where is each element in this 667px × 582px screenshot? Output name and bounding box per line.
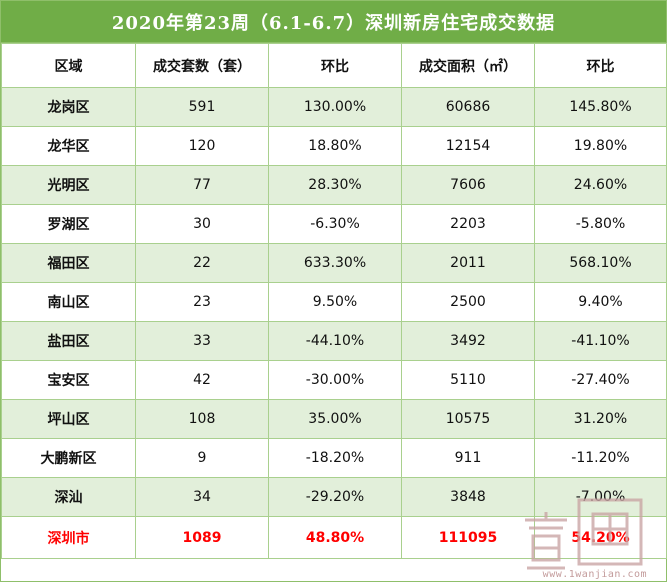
area-change-cell: 31.20% [534, 399, 667, 439]
units-change-cell: 28.30% [268, 165, 402, 205]
units-change-cell: -18.20% [268, 438, 402, 478]
units-cell: 30 [135, 204, 269, 244]
area-cell: 7606 [401, 165, 535, 205]
units-cell: 108 [135, 399, 269, 439]
area-change-cell: 145.80% [534, 87, 667, 127]
region-cell: 龙岗区 [1, 87, 136, 127]
header-area-change: 环比 [534, 43, 667, 88]
area-cell: 60686 [401, 87, 535, 127]
table-row: 大鹏新区 9 -18.20% 911 -11.20% [1, 438, 667, 478]
region-cell: 宝安区 [1, 360, 136, 400]
units-change-cell: 633.30% [268, 243, 402, 283]
region-cell: 深汕 [1, 477, 136, 517]
area-cell: 5110 [401, 360, 535, 400]
area-change-cell: 568.10% [534, 243, 667, 283]
total-region-cell: 深圳市 [1, 516, 136, 559]
total-row: 深圳市 1089 48.80% 111095 54.20% [1, 516, 667, 559]
units-cell: 42 [135, 360, 269, 400]
table-row: 南山区 23 9.50% 2500 9.40% [1, 282, 667, 322]
units-change-cell: 35.00% [268, 399, 402, 439]
total-area-change-cell: 54.20% [534, 516, 667, 559]
total-area-cell: 111095 [401, 516, 535, 559]
region-cell: 大鹏新区 [1, 438, 136, 478]
area-cell: 12154 [401, 126, 535, 166]
area-cell: 10575 [401, 399, 535, 439]
area-cell: 2011 [401, 243, 535, 283]
units-cell: 23 [135, 282, 269, 322]
units-cell: 34 [135, 477, 269, 517]
region-cell: 盐田区 [1, 321, 136, 361]
area-change-cell: 9.40% [534, 282, 667, 322]
units-change-cell: 130.00% [268, 87, 402, 127]
table-row: 光明区 77 28.30% 7606 24.60% [1, 165, 667, 205]
area-cell: 2500 [401, 282, 535, 322]
units-cell: 33 [135, 321, 269, 361]
table-title: 2020年第23周（6.1-6.7）深圳新房住宅成交数据 [1, 1, 666, 43]
units-cell: 77 [135, 165, 269, 205]
table-row: 龙岗区 591 130.00% 60686 145.80% [1, 87, 667, 127]
region-cell: 龙华区 [1, 126, 136, 166]
area-change-cell: 24.60% [534, 165, 667, 205]
units-change-cell: 9.50% [268, 282, 402, 322]
area-cell: 911 [401, 438, 535, 478]
area-change-cell: -11.20% [534, 438, 667, 478]
units-change-cell: -29.20% [268, 477, 402, 517]
area-change-cell: -7.00% [534, 477, 667, 517]
units-change-cell: 18.80% [268, 126, 402, 166]
region-cell: 光明区 [1, 165, 136, 205]
table-row: 龙华区 120 18.80% 12154 19.80% [1, 126, 667, 166]
header-units-change: 环比 [268, 43, 402, 88]
header-row: 区域 成交套数（套） 环比 成交面积（㎡） 环比 [1, 43, 667, 88]
header-units: 成交套数（套） [135, 43, 269, 88]
units-cell: 591 [135, 87, 269, 127]
table-row: 罗湖区 30 -6.30% 2203 -5.80% [1, 204, 667, 244]
area-change-cell: 19.80% [534, 126, 667, 166]
units-change-cell: -44.10% [268, 321, 402, 361]
header-region: 区域 [1, 43, 136, 88]
region-cell: 罗湖区 [1, 204, 136, 244]
region-cell: 福田区 [1, 243, 136, 283]
area-change-cell: -27.40% [534, 360, 667, 400]
units-change-cell: -6.30% [268, 204, 402, 244]
area-cell: 3848 [401, 477, 535, 517]
table-body: 龙岗区 591 130.00% 60686 145.80% 龙华区 120 18… [1, 87, 667, 559]
units-cell: 22 [135, 243, 269, 283]
area-change-cell: -41.10% [534, 321, 667, 361]
table-row: 福田区 22 633.30% 2011 568.10% [1, 243, 667, 283]
area-change-cell: -5.80% [534, 204, 667, 244]
units-cell: 120 [135, 126, 269, 166]
units-change-cell: -30.00% [268, 360, 402, 400]
total-units-cell: 1089 [135, 516, 269, 559]
table-row: 盐田区 33 -44.10% 3492 -41.10% [1, 321, 667, 361]
watermark-text: www.1wanjian.com [542, 569, 647, 580]
table-row: 深汕 34 -29.20% 3848 -7.00% [1, 477, 667, 517]
table-row: 宝安区 42 -30.00% 5110 -27.40% [1, 360, 667, 400]
area-cell: 2203 [401, 204, 535, 244]
housing-data-table: 区域 成交套数（套） 环比 成交面积（㎡） 环比 龙岗区 591 130.00%… [1, 43, 667, 559]
region-cell: 南山区 [1, 282, 136, 322]
units-cell: 9 [135, 438, 269, 478]
area-cell: 3492 [401, 321, 535, 361]
region-cell: 坪山区 [1, 399, 136, 439]
table-row: 坪山区 108 35.00% 10575 31.20% [1, 399, 667, 439]
header-area: 成交面积（㎡） [401, 43, 535, 88]
total-units-change-cell: 48.80% [268, 516, 402, 559]
